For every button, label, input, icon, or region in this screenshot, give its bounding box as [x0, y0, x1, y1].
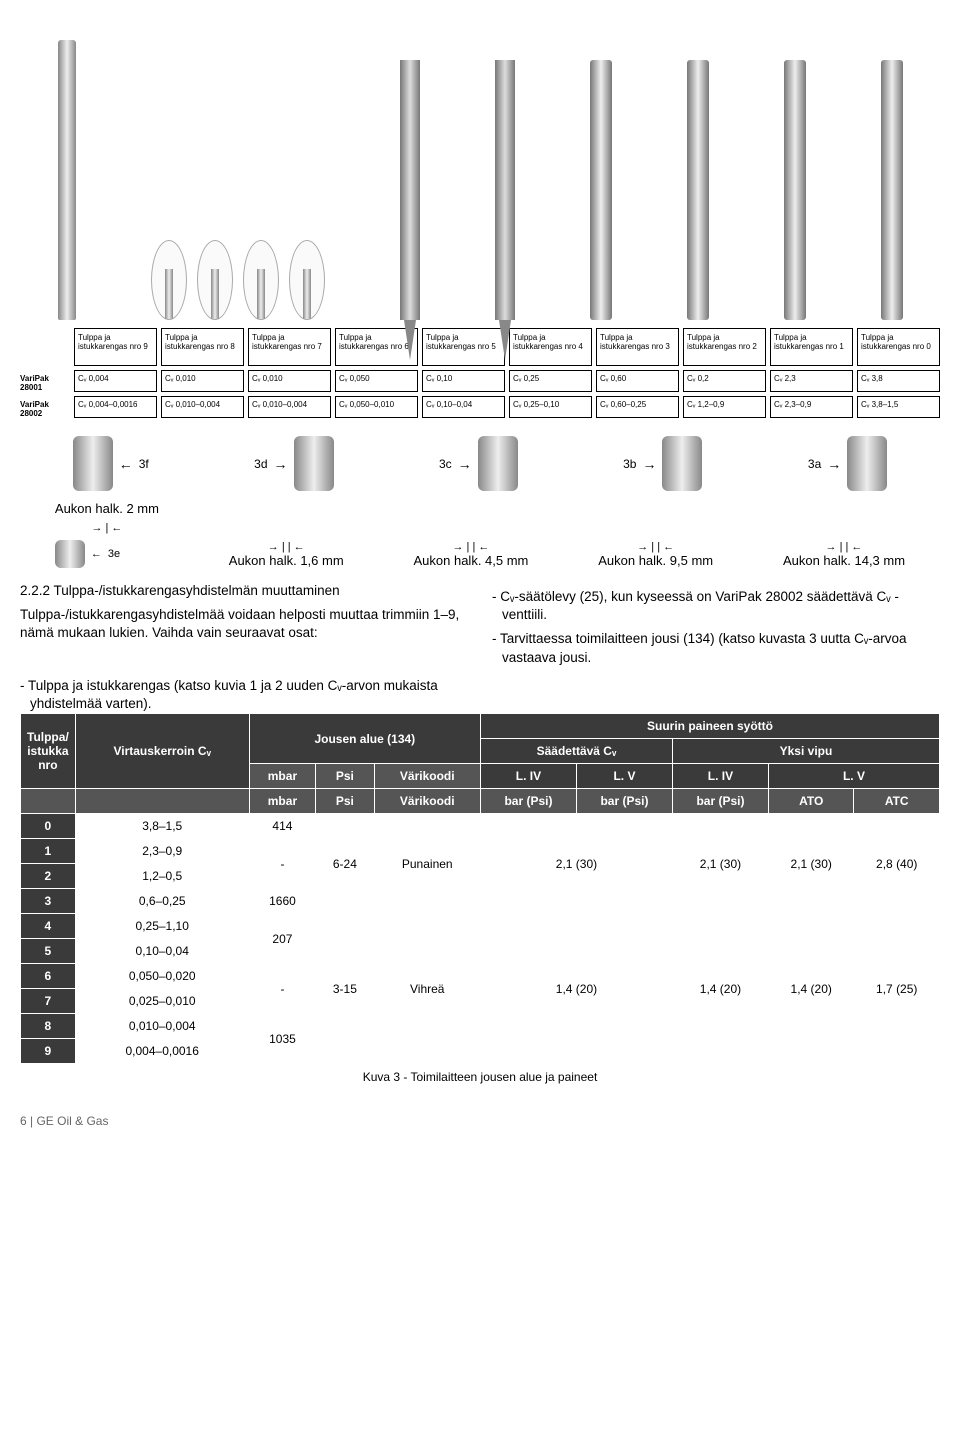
th-lv1: L. V — [576, 764, 672, 789]
label-3f: 3f — [139, 457, 149, 471]
para-left: Tulppa-/istukkarengasyhdistelmää voidaan… — [20, 606, 468, 642]
spec-row-28001: VariPak 28001 Cᵥ 0,004 Cᵥ 0,010 Cᵥ 0,010… — [20, 370, 940, 392]
plug-diagram — [20, 20, 940, 320]
th-saat: Säädettävä Cᵥ — [480, 739, 672, 764]
body-columns: 2.2.2 Tulppa-/istukkarengasyhdistelmän m… — [20, 582, 940, 667]
bar1-a: 2,1 (30) — [480, 814, 672, 914]
figure-caption: Kuva 3 - Toimilaitteen jousen alue ja pa… — [20, 1070, 940, 1084]
th-virtaus: Virtauskerroin Cᵥ — [75, 714, 249, 789]
page-footer: 6 | GE Oil & Gas — [20, 1114, 940, 1128]
label-3e: 3e — [108, 548, 120, 560]
spec-header-1: Tulppa ja istukkarengas nro 1 — [770, 328, 853, 366]
row1-label: VariPak 28001 — [20, 370, 70, 392]
aukon-2mm: Aukon halk. 2 mm — [55, 501, 159, 516]
bullet-right-2: - Tarvittaessa toimilaitteen jousi (134)… — [492, 630, 940, 666]
spec-header-9: Tulppa ja istukkarengas nro 9 — [74, 328, 157, 366]
aukon-row: Aukon halk. 2 mm → | ← ← 3e → | | ← Auko… — [20, 501, 940, 568]
spec-header-row: Tulppa ja istukkarengas nro 9 Tulppa ja … — [20, 328, 940, 366]
th-liv2: L. IV — [672, 764, 768, 789]
spec-header-0: Tulppa ja istukkarengas nro 0 — [857, 328, 940, 366]
th-liv1: L. IV — [480, 764, 576, 789]
spring-pressure-table: Tulppa/ istukka nro Virtauskerroin Cᵥ Jo… — [20, 713, 940, 1064]
th-suurin: Suurin paineen syöttö — [480, 714, 939, 739]
aukon-143mm: Aukon halk. 14,3 mm — [783, 553, 905, 568]
psi-1: 6-24 — [316, 814, 374, 914]
atc-2: 1,7 (25) — [854, 914, 940, 1064]
spec-header-8: Tulppa ja istukkarengas nro 8 — [161, 328, 244, 366]
bar2-b: 1,4 (20) — [672, 914, 768, 1064]
th-tulppa: Tulppa/ istukka nro — [21, 714, 76, 789]
ato-1: 2,1 (30) — [768, 814, 854, 914]
parts-row: ← 3f 3d→ 3c→ 3b→ 3a→ — [20, 436, 940, 491]
th-vari: Värikoodi — [374, 764, 480, 789]
th-psi: Psi — [316, 764, 374, 789]
bar1-b: 2,1 (30) — [672, 814, 768, 914]
spec-header-2: Tulppa ja istukkarengas nro 2 — [683, 328, 766, 366]
spec-header-7: Tulppa ja istukkarengas nro 7 — [248, 328, 331, 366]
ato-2: 1,4 (20) — [768, 914, 854, 1064]
bar2-a: 1,4 (20) — [480, 914, 672, 1064]
vari-2: Vihreä — [374, 914, 480, 1064]
spec-header-5: Tulppa ja istukkarengas nro 5 — [422, 328, 505, 366]
aukon-45mm: Aukon halk. 4,5 mm — [414, 553, 529, 568]
label-3b: 3b — [623, 457, 636, 471]
bullet-left: - Tulppa ja istukkarengas (katso kuvia 1… — [20, 677, 498, 713]
th-mbar: mbar — [249, 764, 316, 789]
spec-row-28002: VariPak 28002 Cᵥ 0,004–0,0016 Cᵥ 0,010–0… — [20, 396, 940, 418]
aukon-16mm: Aukon halk. 1,6 mm — [229, 553, 344, 568]
label-3a: 3a — [808, 457, 821, 471]
spec-header-4: Tulppa ja istukkarengas nro 4 — [509, 328, 592, 366]
spec-header-3: Tulppa ja istukkarengas nro 3 — [596, 328, 679, 366]
section-title: 2.2.2 Tulppa-/istukkarengasyhdistelmän m… — [20, 582, 468, 600]
psi-2: 3-15 — [316, 914, 374, 1064]
atc-1: 2,8 (40) — [854, 814, 940, 914]
vari-1: Punainen — [374, 814, 480, 914]
row2-label: VariPak 28002 — [20, 396, 70, 418]
label-3d: 3d — [254, 457, 267, 471]
th-yksi: Yksi vipu — [672, 739, 939, 764]
aukon-95mm: Aukon halk. 9,5 mm — [598, 553, 713, 568]
label-3c: 3c — [439, 457, 452, 471]
bullet-right-1: - Cᵥ-säätölevy (25), kun kyseessä on Var… — [492, 588, 940, 624]
th-jousi: Jousen alue (134) — [249, 714, 480, 764]
th-lv2: L. V — [768, 764, 939, 789]
